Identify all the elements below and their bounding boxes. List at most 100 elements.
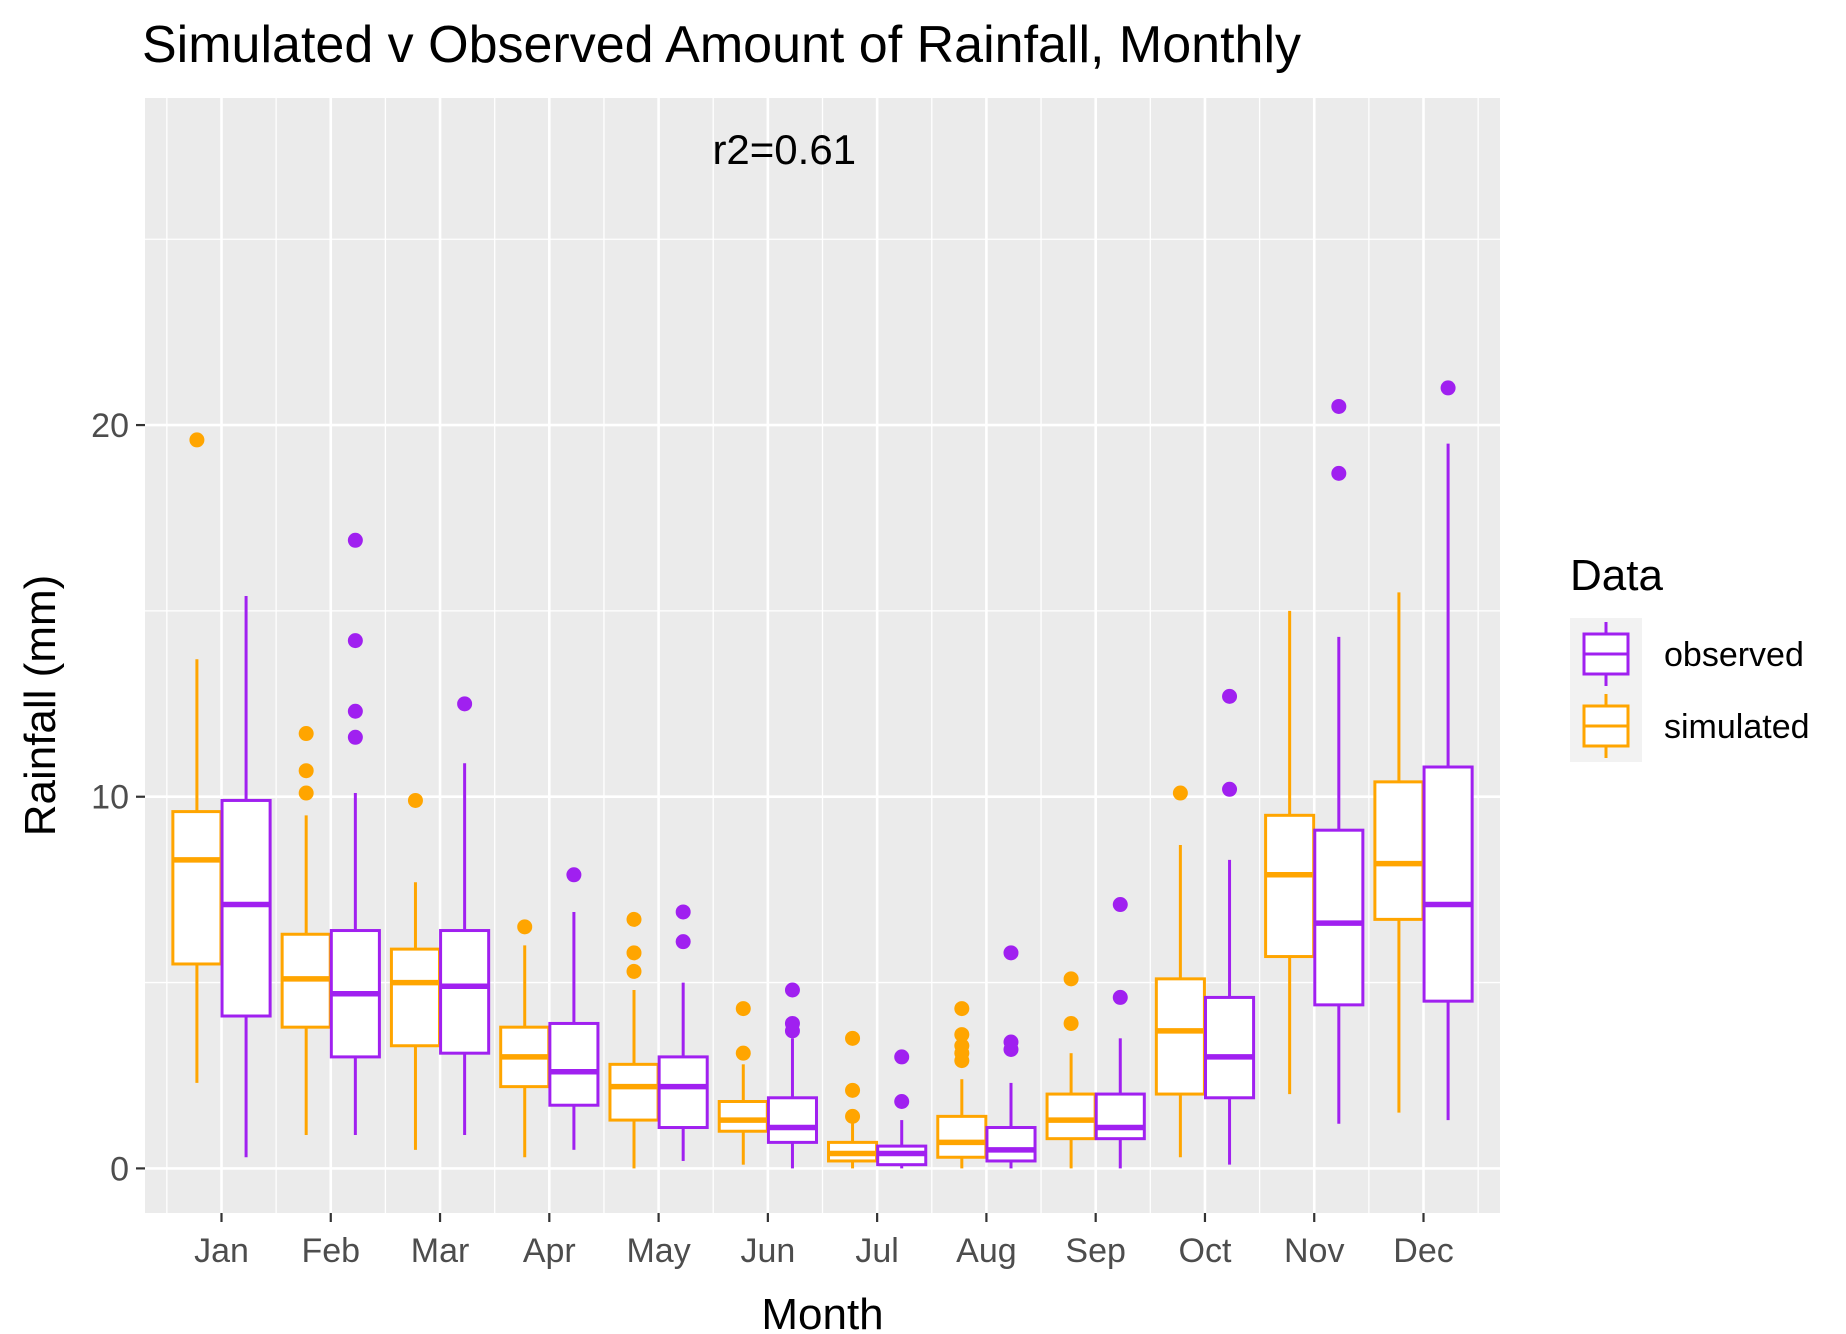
outlier-point xyxy=(845,1030,861,1046)
outlier-point xyxy=(894,1049,910,1065)
outlier-point xyxy=(784,982,800,998)
outlier-point xyxy=(845,1108,861,1124)
legend-key-observed xyxy=(1570,618,1642,690)
outlier-point xyxy=(298,763,314,779)
x-tick-label: May xyxy=(626,1232,690,1270)
box-body xyxy=(1373,780,1425,921)
y-axis: 0 10 20 xyxy=(91,407,145,1188)
box-body xyxy=(1204,995,1256,1100)
outlier-point xyxy=(347,729,363,745)
box-observed-apr xyxy=(548,867,600,1150)
box-body xyxy=(548,1021,600,1107)
box-simulated-apr xyxy=(499,919,551,1158)
legend-title: Data xyxy=(1570,551,1663,600)
box-observed-jan xyxy=(220,596,272,1158)
outlier-point xyxy=(298,785,314,801)
outlier-point xyxy=(298,726,314,742)
x-tick-label: Jan xyxy=(194,1232,249,1270)
outlier-point xyxy=(189,432,205,448)
box-simulated-dec xyxy=(1373,592,1425,1113)
box-series xyxy=(171,380,1474,1169)
box-simulated-may xyxy=(608,911,660,1169)
y-tick-label: 0 xyxy=(110,1150,129,1188)
box-observed-jun xyxy=(766,982,818,1169)
outlier-point xyxy=(1063,1015,1079,1031)
x-tick-label: Apr xyxy=(523,1232,576,1270)
outlier-point xyxy=(457,696,473,712)
y-tick-label: 10 xyxy=(91,779,129,817)
outlier-point xyxy=(954,1001,970,1017)
outlier-point xyxy=(894,1094,910,1109)
box-body xyxy=(1094,1092,1146,1141)
r2-annotation: r2=0.61 xyxy=(712,126,856,173)
outlier-point xyxy=(735,1045,751,1061)
outlier-point xyxy=(1440,380,1456,396)
box-observed-jul xyxy=(876,1049,928,1169)
outlier-point xyxy=(1112,897,1128,913)
grid-minor xyxy=(145,98,1500,1213)
box-body xyxy=(936,1114,988,1159)
box-body xyxy=(1313,828,1365,1007)
series-observed xyxy=(220,380,1474,1169)
x-tick-label: Feb xyxy=(301,1232,360,1270)
box-body xyxy=(389,947,441,1048)
box-simulated-oct xyxy=(1154,785,1206,1158)
box-observed-oct xyxy=(1204,688,1256,1165)
box-simulated-sep xyxy=(1045,971,1097,1169)
grid-major xyxy=(145,98,1500,1213)
x-tick-label: Jul xyxy=(855,1232,898,1270)
x-tick-label: Jun xyxy=(740,1232,795,1270)
outlier-point xyxy=(784,1015,800,1031)
box-body xyxy=(766,1096,818,1144)
outlier-point xyxy=(1222,688,1238,704)
legend-label-simulated: simulated xyxy=(1664,708,1810,746)
y-axis-title: Rainfall (mm) xyxy=(16,575,65,837)
x-tick-label: Mar xyxy=(411,1232,470,1270)
x-tick-label: Oct xyxy=(1179,1232,1232,1270)
outlier-point xyxy=(845,1082,861,1098)
box-body xyxy=(608,1062,660,1122)
outlier-point xyxy=(1172,785,1188,801)
x-tick-label: Aug xyxy=(956,1232,1017,1270)
outlier-point xyxy=(675,934,691,950)
outlier-point xyxy=(1063,971,1079,987)
box-body xyxy=(1045,1092,1097,1141)
box-observed-sep xyxy=(1094,897,1146,1169)
chart-title: Simulated v Observed Amount of Rainfall,… xyxy=(142,16,1301,74)
outlier-point xyxy=(626,911,642,927)
box-simulated-jun xyxy=(717,1001,769,1165)
legend-label-observed: observed xyxy=(1664,636,1804,674)
outlier-point xyxy=(1112,989,1128,1005)
legend-key-simulated xyxy=(1570,690,1642,762)
box-simulated-nov xyxy=(1264,610,1316,1095)
outlier-point xyxy=(347,703,363,719)
box-observed-dec xyxy=(1422,380,1474,1121)
box-body xyxy=(717,1100,769,1133)
box-body xyxy=(657,1055,709,1130)
outlier-point xyxy=(347,633,363,649)
box-body xyxy=(985,1126,1037,1163)
box-body xyxy=(1154,977,1206,1096)
x-axis-title: Month xyxy=(761,1290,883,1334)
outlier-point xyxy=(735,1001,751,1017)
outlier-point xyxy=(566,867,582,883)
box-body xyxy=(1264,813,1316,959)
box-simulated-aug xyxy=(936,1001,988,1169)
plot-panel: r2=0.61 xyxy=(145,98,1500,1213)
box-simulated-mar xyxy=(389,792,441,1150)
x-tick-label: Dec xyxy=(1393,1232,1453,1270)
outlier-point xyxy=(954,1027,970,1043)
box-observed-aug xyxy=(985,945,1037,1169)
x-tick-label: Sep xyxy=(1065,1232,1126,1270)
box-observed-feb xyxy=(329,532,381,1135)
x-tick-label: Nov xyxy=(1284,1232,1344,1270)
outlier-point xyxy=(1331,465,1347,481)
legend: Data observed simulated xyxy=(1570,551,1810,762)
box-observed-nov xyxy=(1313,398,1365,1124)
box-body xyxy=(1422,765,1474,1003)
box-simulated-feb xyxy=(280,726,332,1135)
outlier-point xyxy=(626,963,642,979)
outlier-point xyxy=(1222,781,1238,797)
box-body xyxy=(171,810,223,966)
